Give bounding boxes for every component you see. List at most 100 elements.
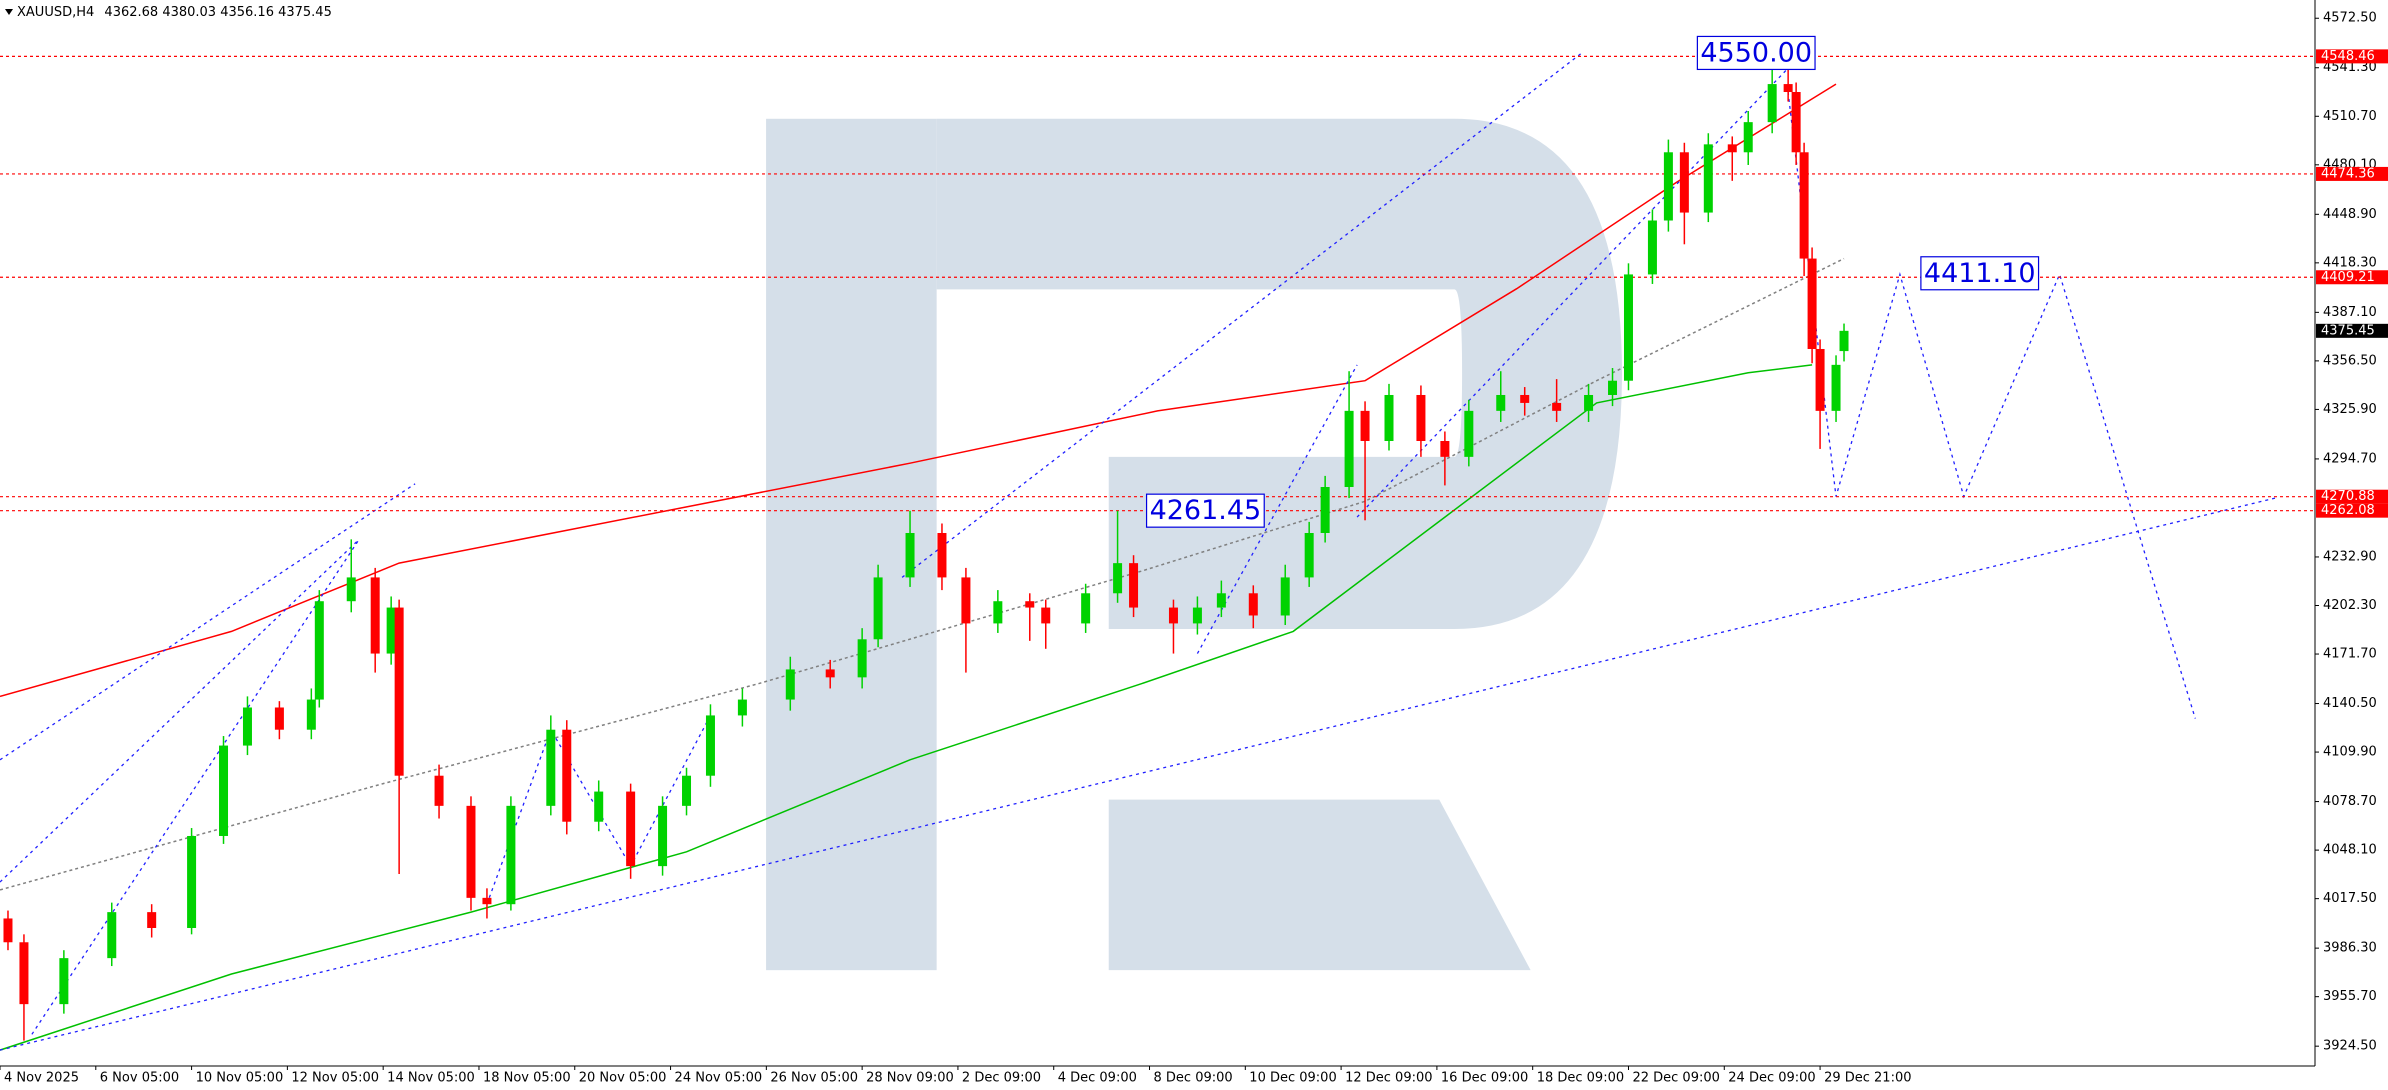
x-tick-label: 22 Dec 09:00	[1632, 1071, 1719, 1086]
candle-body	[1584, 394, 1594, 411]
x-tick-label: 12 Nov 05:00	[291, 1071, 379, 1086]
candle-body	[1081, 593, 1091, 624]
candle-body	[1216, 593, 1226, 608]
y-tick-label: 4541.30	[2323, 60, 2377, 75]
candle-body	[1520, 394, 1530, 403]
candle-body	[1839, 330, 1849, 352]
x-tick-label: 6 Nov 05:00	[100, 1071, 179, 1086]
x-tick-label: 28 Nov 09:00	[866, 1071, 954, 1086]
candle-body	[394, 607, 404, 776]
level-tag	[2316, 489, 2388, 504]
annotation-box	[1920, 256, 2040, 291]
y-tick-label: 4202.30	[2323, 598, 2377, 613]
level-label: 4474.36	[2321, 166, 2375, 181]
candle-body	[1767, 84, 1777, 123]
level-tag	[2316, 503, 2388, 518]
candle-body	[1192, 607, 1202, 624]
watermark-leg	[1108, 799, 1531, 971]
candle-body	[3, 918, 13, 943]
candle-body	[905, 533, 915, 578]
moving-average	[0, 257, 1845, 891]
x-tick-label: 14 Nov 05:00	[387, 1071, 475, 1086]
candle-body	[594, 791, 604, 822]
candle-body	[1831, 364, 1841, 411]
candle-body	[1025, 601, 1035, 608]
x-tick-label: 29 Dec 21:00	[1824, 1071, 1911, 1086]
candle-body	[857, 639, 867, 678]
x-tick-label: 16 Dec 09:00	[1441, 1071, 1528, 1086]
candle-body	[737, 699, 747, 716]
x-tick-label: 24 Dec 09:00	[1728, 1071, 1815, 1086]
candle-body	[434, 775, 444, 806]
menu-arrow	[5, 9, 13, 15]
x-tick-label: 26 Nov 05:00	[770, 1071, 858, 1086]
y-tick-label: 4294.70	[2323, 451, 2377, 466]
candle-body	[1416, 394, 1426, 441]
x-tick-label: 10 Nov 05:00	[196, 1071, 284, 1086]
level-label: 4548.46	[2321, 49, 2375, 64]
x-tick-label: 4 Dec 09:00	[1058, 1071, 1137, 1086]
candle-body	[1280, 577, 1290, 616]
candle-body	[1496, 394, 1506, 411]
symbol: XAUUSD,H4	[17, 5, 94, 20]
candle-body	[1679, 152, 1689, 213]
candle-body	[1608, 380, 1618, 395]
candle-body	[1791, 92, 1801, 153]
candle-body	[961, 577, 971, 624]
y-tick-label: 3986.30	[2323, 941, 2377, 956]
candle-body	[506, 805, 516, 905]
candle-body	[306, 699, 316, 730]
candle-body	[546, 729, 556, 806]
candle-body	[1743, 122, 1753, 153]
candle-body	[1360, 410, 1370, 441]
annotation: 4411.10	[1924, 258, 2036, 289]
level-label: 4409.21	[2321, 270, 2375, 285]
y-tick-label: 4017.50	[2323, 891, 2377, 906]
plot: 4550.00 4411.10 4261.45	[0, 35, 2315, 1051]
price-label: 4375.45	[2321, 323, 2375, 338]
candle-body	[705, 715, 715, 776]
x-tick-label: 18 Dec 09:00	[1537, 1071, 1624, 1086]
candle-body	[107, 912, 117, 959]
candle-body	[370, 577, 380, 654]
x-tick-label: 12 Dec 09:00	[1345, 1071, 1432, 1086]
candle-body	[346, 577, 356, 602]
ohlc: 4362.68 4380.03 4356.16 4375.45	[104, 5, 331, 20]
candle-body	[873, 577, 883, 640]
y-tick-label: 4325.90	[2323, 402, 2377, 417]
candle-body	[482, 897, 492, 905]
analysis-line	[0, 497, 2276, 1051]
candle-body	[1440, 440, 1450, 457]
watermark-bowl	[936, 118, 1622, 629]
candle-body	[1041, 607, 1051, 624]
y-tick-label: 4140.50	[2323, 696, 2377, 711]
candle-body	[1113, 563, 1123, 594]
moving-average	[0, 83, 1837, 698]
candle-body	[242, 707, 252, 746]
x-tick-label: 8 Dec 09:00	[1154, 1071, 1233, 1086]
analysis-line	[0, 538, 360, 883]
candle-body	[1623, 274, 1633, 381]
x-tick-label: 24 Nov 05:00	[675, 1071, 763, 1086]
candle-body	[1663, 152, 1673, 221]
analysis-line	[1196, 364, 1358, 654]
level-label: 4262.08	[2321, 503, 2375, 518]
y-tick-label: 4572.50	[2323, 11, 2377, 26]
candle-body	[825, 669, 835, 678]
candle-body	[937, 533, 947, 578]
analysis-line	[901, 53, 1581, 578]
y-tick-label: 4448.90	[2323, 207, 2377, 222]
candle-body	[59, 958, 69, 1005]
candle-body	[1703, 144, 1713, 213]
candle-body	[1807, 258, 1817, 349]
analysis-line	[486, 715, 712, 905]
candle-body	[682, 775, 692, 806]
candle-body	[1552, 402, 1562, 411]
candle-body	[19, 942, 29, 1005]
candle-body	[993, 601, 1003, 624]
level-tag	[2316, 49, 2388, 64]
candle-body	[274, 707, 284, 730]
x-tick-label: 18 Nov 05:00	[483, 1071, 571, 1086]
y-tick-label: 4418.30	[2323, 255, 2377, 270]
price-tag	[2316, 323, 2388, 338]
